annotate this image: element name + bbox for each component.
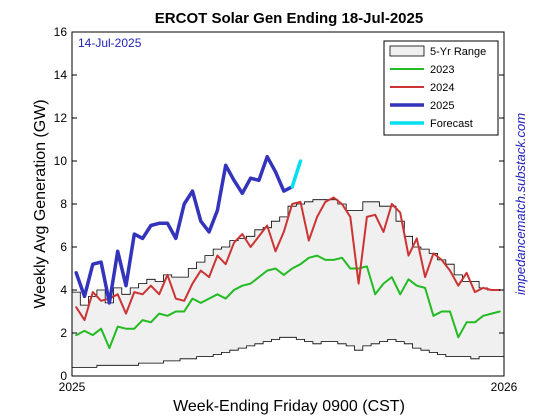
y-axis-ticks: 0 2 4 6 8 10 12 14 16 bbox=[54, 25, 504, 383]
credit-text: impedancematch.substack.com bbox=[513, 113, 528, 295]
date-label: 14-Jul-2025 bbox=[78, 36, 142, 50]
y-axis-label: Weekly Avg Generation (GW) bbox=[32, 99, 49, 308]
y-tick-label: 2 bbox=[60, 326, 67, 340]
y-tick-label: 16 bbox=[54, 25, 68, 39]
x-axis-ticks: 2025 2026 bbox=[59, 371, 518, 394]
x-tick-label: 2025 bbox=[59, 380, 86, 394]
range-band bbox=[72, 199, 504, 368]
x-axis-label: Week-Ending Friday 0900 (CST) bbox=[173, 398, 405, 415]
x-tick-label: 2026 bbox=[491, 380, 518, 394]
y-tick-label: 14 bbox=[54, 68, 68, 82]
range-fill bbox=[72, 199, 504, 368]
series-2025-line bbox=[74, 154, 294, 305]
y-tick-label: 8 bbox=[60, 197, 67, 211]
legend-label: Forecast bbox=[430, 118, 473, 130]
y-tick-label: 6 bbox=[60, 240, 67, 254]
y-tick-label: 12 bbox=[54, 111, 68, 125]
series-2024-line bbox=[75, 196, 501, 322]
series-layer bbox=[74, 154, 501, 350]
series-forecast-line bbox=[290, 159, 303, 189]
range-lower-edge bbox=[72, 336, 504, 368]
legend-label: 2025 bbox=[430, 100, 454, 112]
legend-label: 2023 bbox=[430, 64, 454, 76]
series-2023-line bbox=[75, 254, 501, 350]
range-upper-edge bbox=[72, 199, 504, 306]
y-tick-label: 4 bbox=[60, 283, 67, 297]
legend-swatch-range bbox=[389, 45, 425, 57]
y-tick-label: 0 bbox=[60, 369, 67, 383]
y-tick-label: 10 bbox=[54, 154, 68, 168]
legend-label: 2024 bbox=[430, 82, 454, 94]
legend-label: 5-Yr Range bbox=[430, 46, 486, 58]
legend: 5-Yr Range 2023 2024 2025 Forecast bbox=[383, 40, 499, 136]
chart-title: ERCOT Solar Gen Ending 18-Jul-2025 bbox=[155, 10, 423, 27]
